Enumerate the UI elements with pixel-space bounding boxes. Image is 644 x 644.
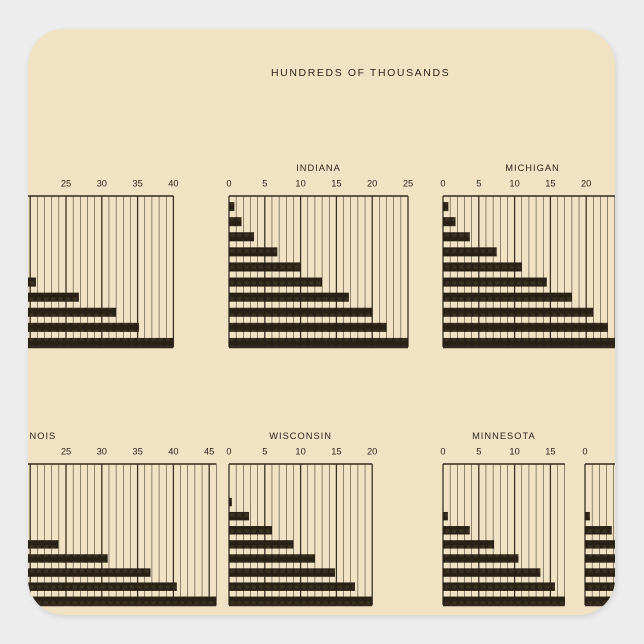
svg-text:10: 10 bbox=[509, 447, 519, 457]
svg-text:15: 15 bbox=[331, 179, 341, 189]
svg-text:INDIANA: INDIANA bbox=[296, 163, 341, 173]
svg-text:5: 5 bbox=[262, 447, 267, 457]
svg-text:0: 0 bbox=[440, 179, 445, 189]
svg-text:25: 25 bbox=[61, 447, 71, 457]
svg-text:15: 15 bbox=[545, 179, 555, 189]
svg-text:5: 5 bbox=[476, 447, 481, 457]
svg-text:20: 20 bbox=[367, 179, 377, 189]
svg-text:30: 30 bbox=[97, 447, 107, 457]
svg-text:10: 10 bbox=[509, 179, 519, 189]
svg-text:35: 35 bbox=[132, 179, 142, 189]
svg-text:40: 40 bbox=[168, 179, 178, 189]
svg-text:25: 25 bbox=[617, 179, 627, 189]
svg-text:20: 20 bbox=[581, 179, 591, 189]
svg-text:30: 30 bbox=[97, 179, 107, 189]
svg-text:20: 20 bbox=[367, 447, 377, 457]
svg-text:10: 10 bbox=[295, 179, 305, 189]
svg-text:5: 5 bbox=[262, 179, 267, 189]
svg-text:ILLINOIS: ILLINOIS bbox=[10, 431, 56, 441]
svg-text:0: 0 bbox=[226, 447, 231, 457]
svg-text:45: 45 bbox=[204, 447, 214, 457]
svg-text:0: 0 bbox=[440, 447, 445, 457]
svg-text:15: 15 bbox=[545, 447, 555, 457]
svg-text:MICHIGAN: MICHIGAN bbox=[505, 163, 560, 173]
svg-text:25: 25 bbox=[403, 179, 413, 189]
svg-text:10: 10 bbox=[295, 447, 305, 457]
svg-text:40: 40 bbox=[168, 447, 178, 457]
svg-text:0: 0 bbox=[226, 179, 231, 189]
svg-text:25: 25 bbox=[61, 179, 71, 189]
svg-text:15: 15 bbox=[331, 447, 341, 457]
svg-text:0: 0 bbox=[582, 447, 587, 457]
svg-text:5: 5 bbox=[476, 179, 481, 189]
svg-text:WISCONSIN: WISCONSIN bbox=[269, 431, 332, 441]
svg-text:MINNESOTA: MINNESOTA bbox=[472, 431, 536, 441]
svg-text:35: 35 bbox=[132, 447, 142, 457]
